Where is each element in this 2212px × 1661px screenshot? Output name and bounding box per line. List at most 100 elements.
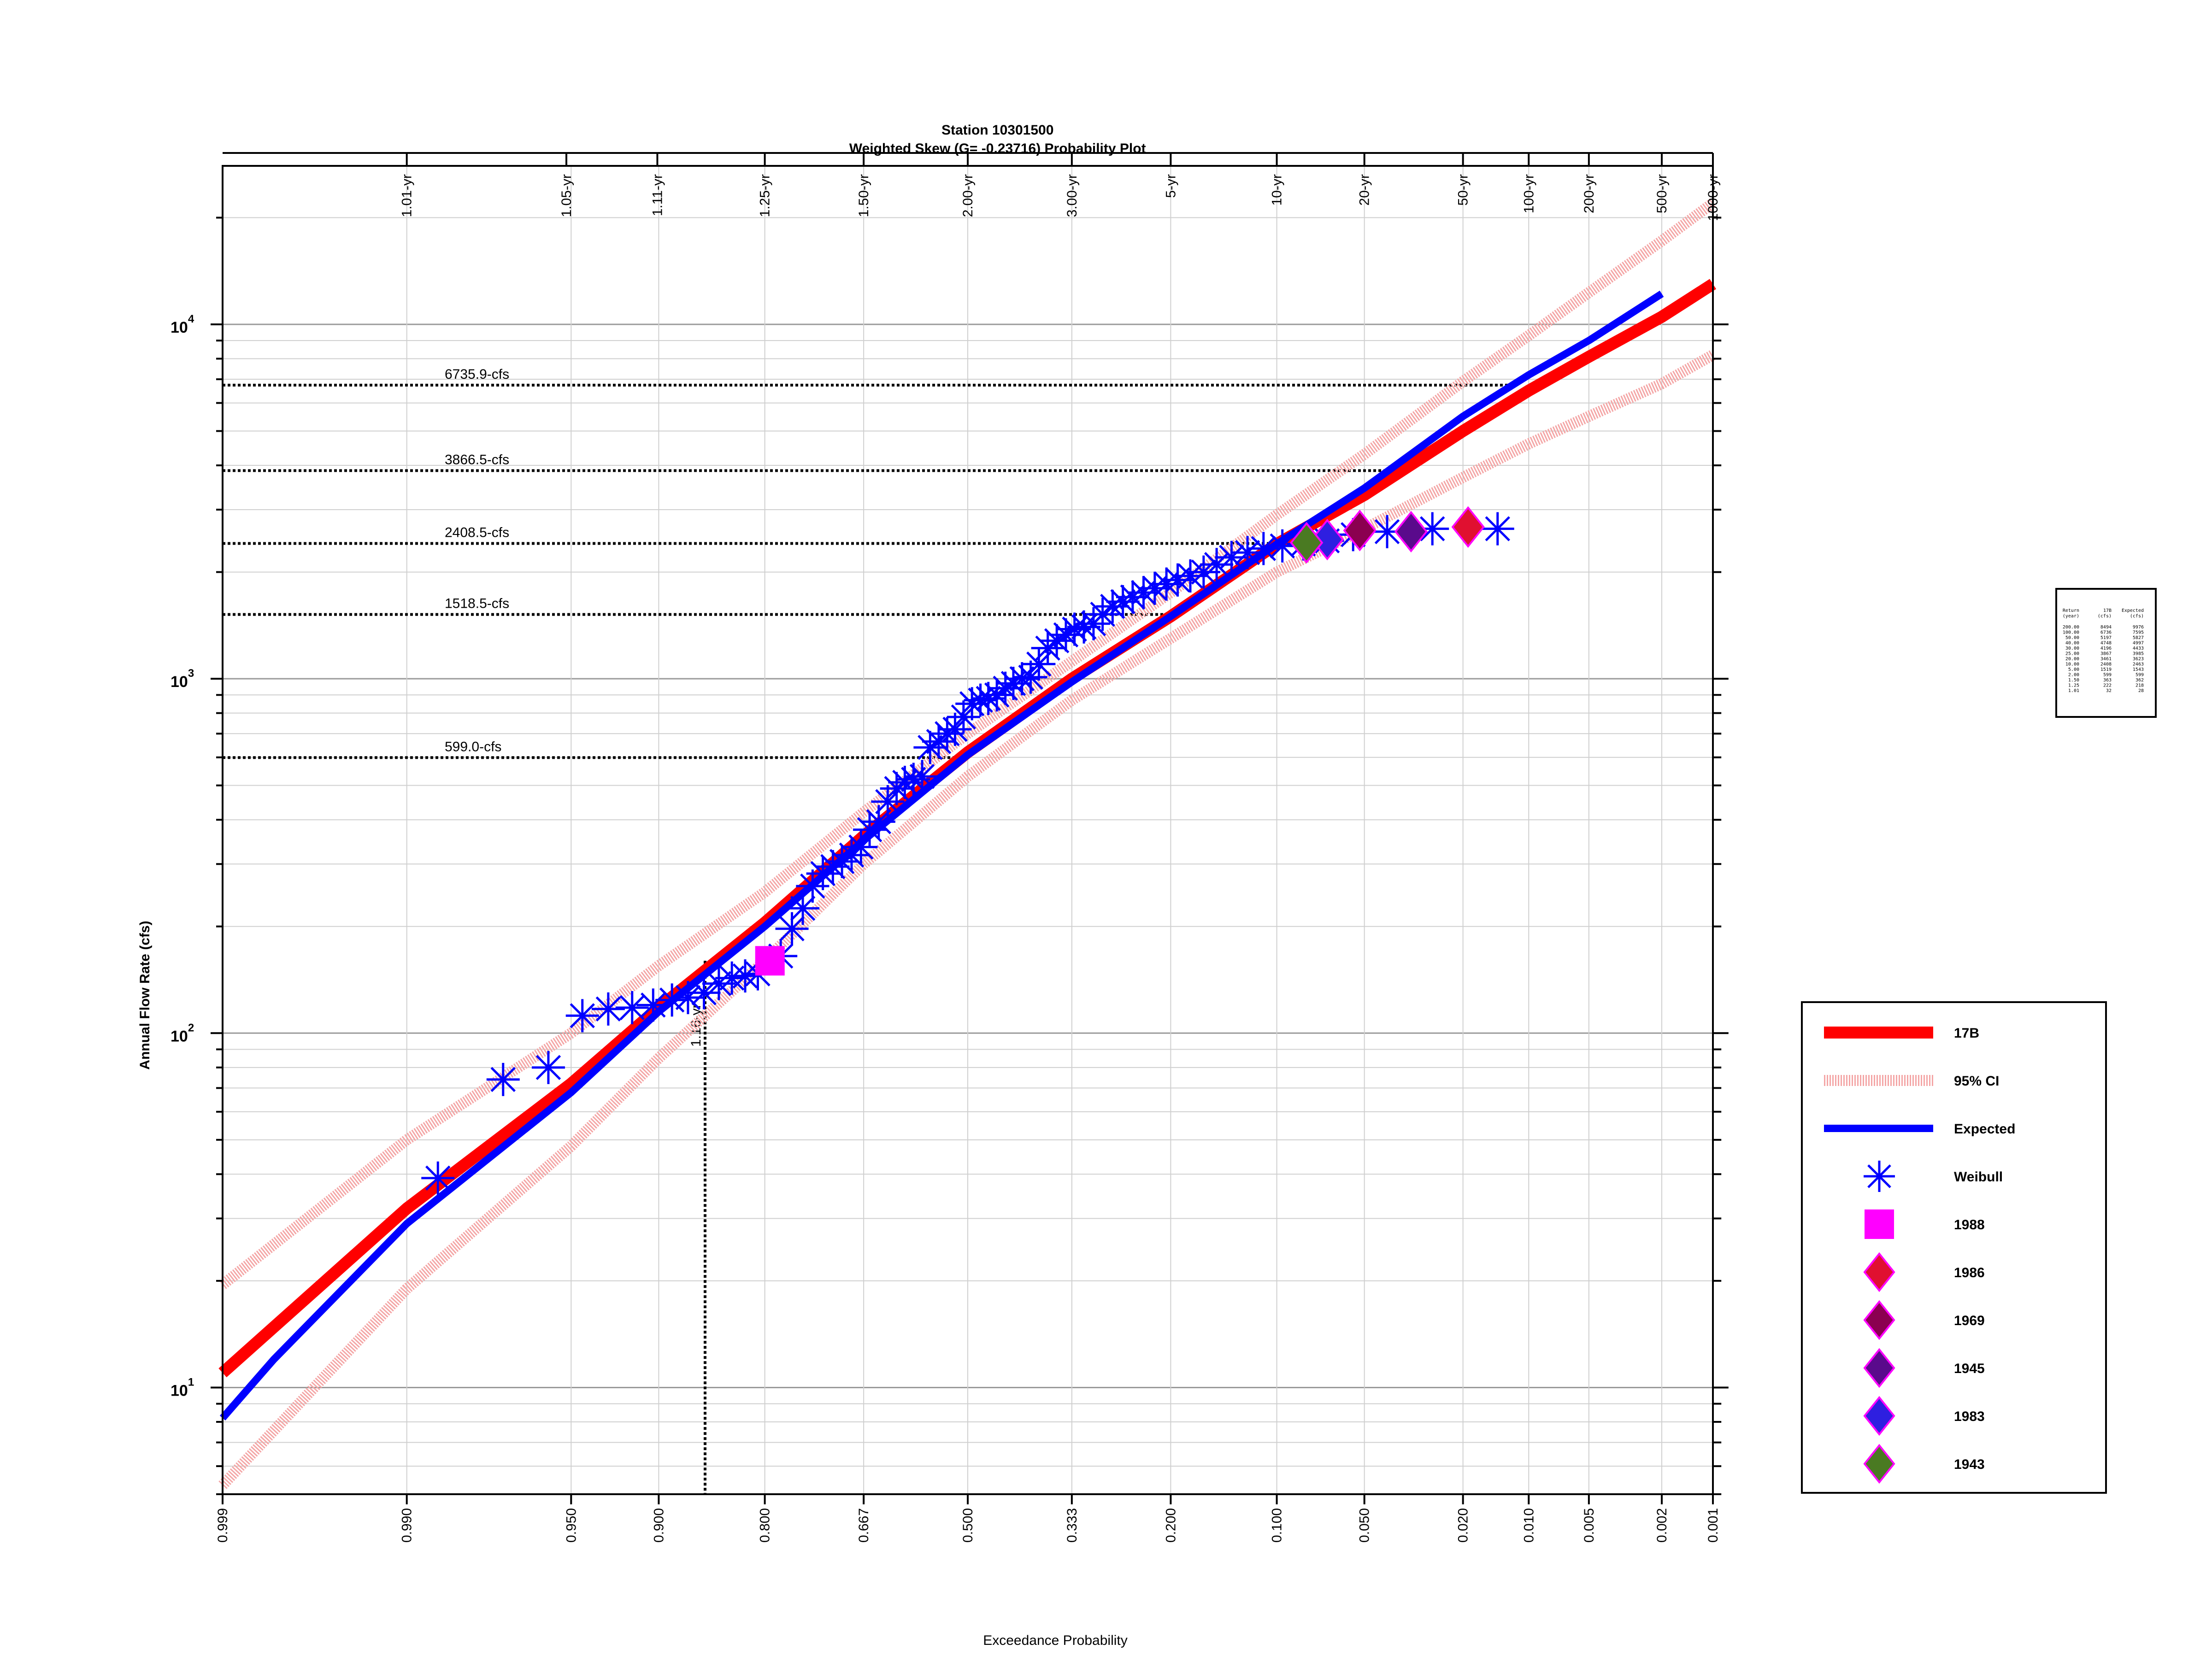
inset-table-cell: 50.00 — [2065, 635, 2079, 640]
legend-symbol — [1863, 1396, 1895, 1436]
legend-item-1986: 1986 — [1863, 1252, 1985, 1292]
inset-table-cell: 10.00 — [2065, 662, 2079, 667]
x-tick-label: 0.950 — [564, 1508, 579, 1543]
return-period-tick-label: 5-yr — [1163, 174, 1178, 198]
inset-table-box — [2055, 588, 2157, 718]
axis-labels: Station 10301500 Weighted Skew (G= -0.237… — [137, 123, 1146, 1648]
return-period-tick-label: 100-yr — [1521, 174, 1536, 213]
inset-table-cell: 4748 — [2100, 641, 2112, 646]
legend-item-95-ci: 95% CI — [1824, 1074, 1999, 1089]
highlight-point-1988 — [755, 946, 785, 976]
inset-table-cell: 6736 — [2100, 630, 2112, 635]
weibull-point — [591, 992, 625, 1026]
y-tick-label: 102 — [171, 1021, 194, 1045]
inset-table-header: (year) — [2063, 614, 2079, 619]
inset-table-cell: 28 — [2138, 688, 2144, 693]
return-period-tick-label: 1.01-yr — [400, 174, 415, 217]
inset-table-cell: 599 — [2136, 673, 2144, 678]
inset-table-cell: 40.00 — [2065, 641, 2079, 646]
chart-title: Station 10301500 — [941, 123, 1053, 138]
inset-table-cell: 2.00 — [2068, 673, 2079, 678]
weibull-point — [913, 731, 947, 764]
reference-line-label: 1518.5-cfs — [445, 596, 509, 611]
return-period-tick-label: 1000-yr — [1706, 174, 1721, 221]
inset-table-header: (cfs) — [2130, 614, 2144, 619]
legend-symbol — [1863, 1300, 1895, 1340]
weibull-point — [1067, 610, 1101, 644]
inset-table-cell: 8494 — [2100, 625, 2112, 630]
highlight-point-1969 — [1343, 510, 1377, 552]
legend-item-1969: 1969 — [1863, 1300, 1985, 1340]
inset-table-header: Expected — [2122, 608, 2144, 613]
x-tick-label: 0.050 — [1357, 1508, 1372, 1543]
legend-label: 1943 — [1954, 1457, 1985, 1472]
x-tick-label: 0.020 — [1456, 1508, 1471, 1543]
inset-table-cell: 599 — [2103, 673, 2112, 678]
chart-subtitle: Weighted Skew (G= -0.23716) Probability … — [849, 141, 1146, 156]
highlight-point-1983 — [1310, 518, 1344, 561]
y-tick-label: 103 — [171, 667, 194, 691]
weibull-point — [1022, 647, 1056, 681]
legend-item-weibull: Weibull — [1864, 1161, 2003, 1192]
legend-symbol — [1864, 1161, 1895, 1192]
legend-item-1943: 1943 — [1863, 1444, 1985, 1484]
weibull-point — [636, 988, 670, 1022]
series-layer — [218, 198, 1717, 1489]
weibull-point — [1231, 536, 1265, 569]
legend-label: 1969 — [1954, 1313, 1985, 1328]
x-tick-label: 0.005 — [1582, 1508, 1597, 1543]
return-period-tick-label: 10-yr — [1270, 174, 1285, 205]
weibull-point — [1215, 540, 1248, 574]
inset-table-cell: 100.00 — [2063, 630, 2079, 635]
legend-item-17b: 17B — [1824, 1026, 1979, 1041]
inset-table-cell: 1.01 — [2068, 688, 2079, 693]
legend-label: 1986 — [1954, 1265, 1985, 1280]
x-tick-label: 0.800 — [758, 1508, 773, 1543]
inset-table-cell: 32 — [2106, 688, 2112, 693]
x-tick-label: 0.667 — [856, 1508, 871, 1543]
inset-table-cell: 200.00 — [2063, 625, 2079, 630]
inset-table-cell: 1543 — [2133, 667, 2144, 672]
inset-table-cell: 3461 — [2100, 657, 2112, 662]
inset-table-cell: 20.00 — [2065, 657, 2079, 662]
legend-item-1945: 1945 — [1863, 1348, 1985, 1388]
inset-table-cell: 2408 — [2100, 662, 2112, 667]
weibull-point — [1247, 532, 1280, 565]
return-period-tick-label: 1.05-yr — [559, 174, 574, 217]
weibull-point — [615, 991, 649, 1024]
x-tick-label: 0.990 — [400, 1508, 415, 1543]
inset-table-cell: 3867 — [2100, 651, 2112, 657]
inset-table-cell: 362 — [2136, 678, 2144, 683]
reference-line-label: 2408.5-cfs — [445, 525, 509, 540]
inset-table-cell: 363 — [2103, 678, 2112, 683]
x-tick-label: 0.333 — [1065, 1508, 1080, 1543]
x-tick-label: 0.001 — [1706, 1508, 1721, 1543]
inset-table-cell: 2463 — [2133, 662, 2144, 667]
inset-table-cell: 222 — [2103, 683, 2112, 688]
weibull-point — [1106, 585, 1140, 618]
inset-table: Return(year)17B(cfs)Expected(cfs)200.00 8… — [2055, 588, 2157, 718]
weibull-point — [1481, 512, 1514, 546]
y-tick-label: 104 — [171, 313, 194, 336]
legend-label: Expected — [1954, 1121, 2015, 1137]
legend-symbol — [1863, 1444, 1895, 1484]
x-tick-label: 0.200 — [1163, 1508, 1178, 1543]
weibull-point — [816, 850, 850, 883]
x-tick-label: 0.900 — [651, 1508, 666, 1543]
inset-table-cell: 1.50 — [2068, 678, 2079, 683]
inset-table-cell: 1.25 — [2068, 683, 2079, 688]
return-period-tick-label: 20-yr — [1357, 174, 1372, 205]
weibull-point — [862, 805, 895, 839]
reference-line-label: 599.0-cfs — [445, 739, 501, 754]
series-line-expected — [219, 290, 1664, 1420]
legend-label: 1983 — [1954, 1409, 1985, 1424]
reference-line-label: 3866.5-cfs — [445, 452, 509, 467]
weibull-point — [687, 976, 721, 1010]
ci-band-lower — [218, 350, 1716, 1489]
x-tick-label: 0.999 — [215, 1508, 230, 1543]
weibull-point — [844, 830, 878, 864]
reference-line-label: 6735.9-cfs — [445, 367, 509, 382]
legend-label: Weibull — [1954, 1169, 2003, 1185]
